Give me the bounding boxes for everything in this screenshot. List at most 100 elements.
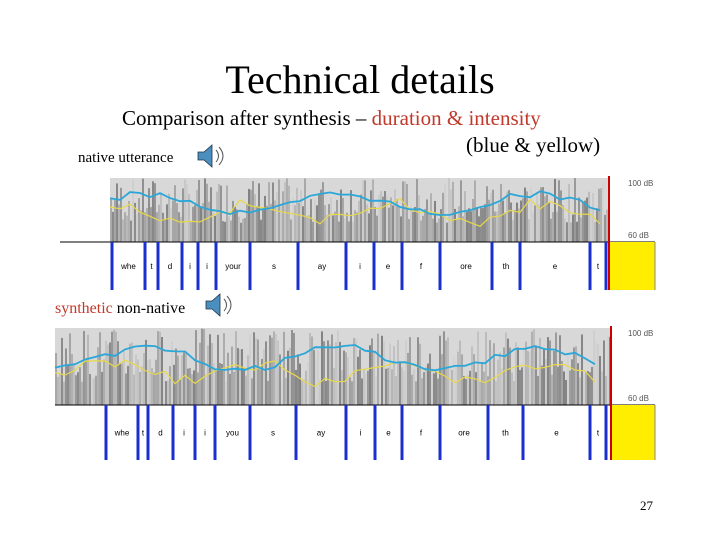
spectrogram-texture <box>543 349 545 405</box>
spectrogram-texture <box>424 208 426 242</box>
spectrogram-texture <box>292 197 294 242</box>
boundary <box>373 405 377 460</box>
spectrogram-texture <box>274 200 276 242</box>
spectrogram-texture <box>434 200 436 242</box>
spectrogram-texture <box>309 332 311 405</box>
spectrogram-texture <box>184 179 186 242</box>
spectrogram-texture <box>128 200 130 242</box>
spectrogram-texture <box>325 381 327 405</box>
spectrogram-texture <box>229 373 231 405</box>
spectrogram-texture <box>202 203 204 242</box>
spectrogram-texture <box>462 216 464 242</box>
spectrogram-texture <box>149 359 151 405</box>
spectrogram-texture <box>174 185 176 242</box>
duration-contour <box>54 344 596 372</box>
spectrogram-texture <box>595 341 597 405</box>
spectrogram-texture <box>416 179 418 242</box>
spectrogram-texture <box>509 347 511 405</box>
spectrogram-texture <box>516 202 518 242</box>
spectrogram-texture <box>499 352 501 405</box>
spectrogram-texture <box>240 222 242 242</box>
spectrogram-texture <box>256 206 258 242</box>
spectrogram-texture <box>505 332 507 405</box>
spectrogram-texture <box>144 212 146 242</box>
spectrogram-texture <box>300 190 302 242</box>
subtitle-note: (blue & yellow) <box>466 133 601 157</box>
segment-label: t <box>150 262 153 271</box>
spectrogram-texture <box>335 342 337 405</box>
spectrogram-texture <box>431 366 433 405</box>
spectrogram-texture <box>556 211 558 242</box>
spectrogram-texture <box>494 211 496 242</box>
spectrogram-texture <box>581 334 583 405</box>
tier-bg <box>55 405 655 460</box>
spectrogram-texture <box>407 352 409 405</box>
spectrogram-texture <box>194 205 196 242</box>
spectrogram-texture <box>250 189 252 242</box>
spectrogram-texture <box>415 381 417 405</box>
spectrogram-texture <box>384 191 386 242</box>
spectrogram-texture <box>153 372 155 405</box>
segment-label: s <box>271 429 275 438</box>
spectrogram-texture <box>93 378 95 405</box>
spectrogram-texture <box>156 212 158 242</box>
spectrogram-texture <box>181 355 183 405</box>
spectrogram-texture <box>134 202 136 242</box>
spectrogram-texture <box>539 337 541 405</box>
spectrogram-texture <box>186 184 188 242</box>
spectrogram-texture <box>315 358 317 405</box>
spectrogram-texture <box>85 360 87 405</box>
spectrogram-texture <box>375 376 377 405</box>
spectrogram-texture <box>276 192 278 242</box>
spectrogram-texture <box>517 347 519 405</box>
segment-label: th <box>503 262 510 271</box>
spectrogram-texture <box>514 210 516 242</box>
spectrogram-texture <box>111 331 113 405</box>
spectrogram-texture <box>166 204 168 242</box>
caption: synthetic non-native <box>55 300 185 318</box>
spectrogram-texture <box>346 212 348 242</box>
spectrogram-texture <box>573 347 575 405</box>
spectrogram-texture <box>418 195 420 242</box>
spectrogram-texture <box>270 203 272 242</box>
spectrogram-texture <box>268 182 270 242</box>
spectrogram-texture <box>475 372 477 405</box>
spectrogram-texture <box>381 335 383 405</box>
spectrogram-texture <box>441 354 443 405</box>
spectrogram-texture <box>512 219 514 242</box>
spectrogram-texture <box>299 363 301 405</box>
spectrogram-texture <box>549 340 551 405</box>
spectrogram-texture <box>164 218 166 242</box>
spectrogram-texture <box>557 366 559 405</box>
spectrogram-texture <box>579 377 581 405</box>
spectrogram-texture <box>172 200 174 242</box>
spectrogram-texture <box>385 368 387 405</box>
spectrogram-texture <box>57 376 59 405</box>
spectrogram-texture <box>405 340 407 405</box>
spectrogram-texture <box>125 373 127 405</box>
spectrogram-texture <box>465 379 467 405</box>
spectrogram-texture <box>232 200 234 242</box>
spectrogram-texture <box>447 337 449 405</box>
spectrogram-texture <box>298 202 300 242</box>
spectrogram-texture <box>157 331 159 405</box>
spectrogram-texture <box>506 191 508 242</box>
spectrogram-texture <box>195 330 197 405</box>
boundary <box>146 405 150 460</box>
spectrogram-texture <box>262 209 264 242</box>
spectrogram-texture <box>605 376 607 405</box>
spectrogram-texture <box>497 359 499 405</box>
spectrogram-texture <box>63 381 65 405</box>
spectrogram-texture <box>327 340 329 405</box>
segment-label: i <box>204 429 206 438</box>
spectrogram-texture <box>237 348 239 405</box>
segment-label: t <box>597 262 600 271</box>
spectrogram-texture <box>225 381 227 405</box>
spectrogram-texture <box>206 183 208 242</box>
spectrogram-texture <box>411 374 413 405</box>
spectrogram-texture <box>463 375 465 405</box>
spectrogram-texture <box>560 190 562 242</box>
subtitle: Comparison after synthesis – duration & … <box>122 106 541 131</box>
segment-label: ay <box>317 429 325 438</box>
